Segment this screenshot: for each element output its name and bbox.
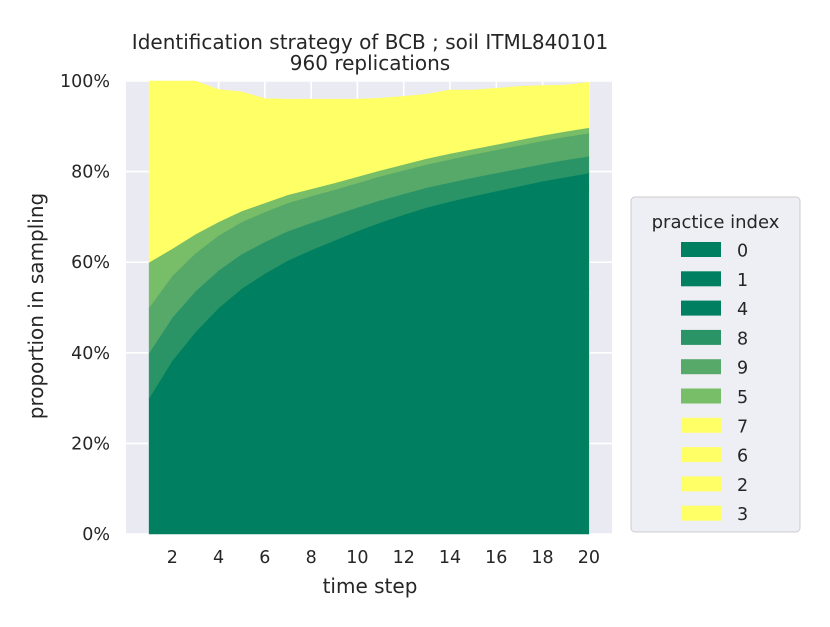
x-tick-label: 18 <box>531 548 553 568</box>
y-tick-label: 100% <box>60 72 110 92</box>
x-axis-label: time step <box>323 574 418 598</box>
y-tick-label: 0% <box>82 525 110 545</box>
legend-label-1: 1 <box>737 271 748 291</box>
legend-swatch-0 <box>681 242 721 257</box>
y-tick-label: 20% <box>71 434 110 454</box>
chart-title: Identification strategy of BCB ; soil IT… <box>132 30 608 54</box>
x-tick-label: 8 <box>306 548 317 568</box>
chart-subtitle: 960 replications <box>290 51 450 75</box>
legend-swatch-4 <box>681 300 721 316</box>
y-tick-label: 60% <box>71 253 110 273</box>
x-tick-label: 2 <box>167 548 178 568</box>
legend-label-8: 8 <box>737 329 748 349</box>
area-series-3 <box>148 80 590 127</box>
legend-swatch-6 <box>681 447 721 463</box>
y-tick-label: 40% <box>71 344 110 364</box>
legend-label-5: 5 <box>737 388 748 408</box>
legend-swatch-2 <box>681 476 721 492</box>
x-tick-label: 12 <box>393 548 415 568</box>
legend-swatch-1 <box>681 271 721 287</box>
legend-title: practice index <box>652 212 780 233</box>
legend-swatch-8 <box>681 329 721 345</box>
stacked-areas <box>148 80 590 535</box>
x-tick-label: 10 <box>346 548 368 568</box>
x-tick-label: 14 <box>439 548 461 568</box>
legend: practice index 0 1 4 8 9 5 7 6 2 3 <box>630 196 801 533</box>
x-tick-label: 20 <box>578 548 600 568</box>
legend-label-6: 6 <box>737 447 748 467</box>
legend-label-4: 4 <box>737 300 748 320</box>
x-tick-label: 16 <box>485 548 507 568</box>
legend-label-3: 3 <box>737 505 748 525</box>
legend-label-2: 2 <box>737 476 748 496</box>
x-tick-label: 4 <box>213 548 224 568</box>
y-axis-label: proportion in sampling <box>24 193 48 419</box>
x-axis-ticks: 2 4 6 8 10 12 14 16 18 20 <box>167 548 600 568</box>
legend-swatch-9 <box>681 359 721 375</box>
y-axis-ticks: 0% 20% 40% 60% 80% 100% <box>60 72 110 545</box>
legend-label-0: 0 <box>737 242 748 262</box>
legend-label-9: 9 <box>737 359 748 379</box>
legend-swatch-3 <box>681 505 721 521</box>
x-tick-label: 6 <box>259 548 270 568</box>
legend-swatch-7 <box>681 417 721 433</box>
legend-label-7: 7 <box>737 417 748 437</box>
y-tick-label: 80% <box>71 163 110 183</box>
legend-swatch-5 <box>681 388 721 404</box>
